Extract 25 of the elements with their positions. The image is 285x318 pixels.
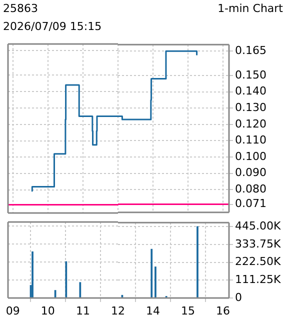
- y-tick-label: 445.00K: [235, 219, 282, 232]
- y-tick-label: 0.130: [235, 100, 266, 114]
- chart-title: 25863: [3, 2, 38, 15]
- y-tick-label: 222.50K: [235, 255, 282, 268]
- y-tick-label: 0.165: [235, 44, 266, 57]
- y-tick-label: 0.150: [235, 68, 266, 82]
- y-tick-label: 0.140: [235, 84, 266, 98]
- x-tick-label: 10: [40, 304, 55, 318]
- y-tick-label: 0.120: [235, 117, 266, 130]
- y-tick-label: 0.071: [235, 197, 266, 210]
- y-tick-label: 0.100: [235, 150, 266, 163]
- y-tick-label: 0.090: [235, 166, 266, 180]
- y-tick-label: 0.080: [235, 182, 266, 196]
- x-tick-label: 16: [216, 304, 230, 318]
- y-tick-label: 111.25K: [235, 273, 282, 286]
- y-tick-label: 0.110: [235, 134, 266, 147]
- x-tick-label: 12: [111, 304, 125, 318]
- x-tick-label: 11: [76, 304, 90, 318]
- y-tick-label: 0: [235, 290, 242, 304]
- x-tick-label: 14: [146, 304, 160, 318]
- x-tick-label: 09: [6, 304, 20, 318]
- chart-title: 1-min Chart: [218, 2, 283, 15]
- x-tick-label: 15: [181, 304, 196, 318]
- y-tick-label: 333.75K: [235, 237, 282, 250]
- text: 2026/07/09 15:15: [3, 20, 102, 33]
